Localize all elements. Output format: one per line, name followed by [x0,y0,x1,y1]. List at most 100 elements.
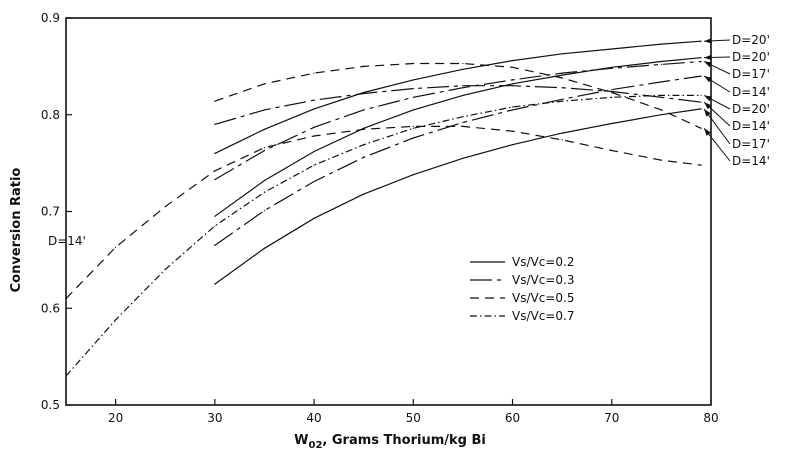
data-point [511,144,514,146]
data-point [363,91,365,94]
data-point [412,62,414,65]
data-point [412,88,414,90]
y-tick-label: 0.9 [41,11,60,25]
x-tick-label: 50 [406,411,421,425]
data-point [462,62,464,65]
x-tick-label: 60 [505,411,520,425]
curve-label: D=20' [732,50,770,64]
data-point [561,139,563,141]
data-point [313,126,315,128]
data-point [214,225,216,227]
curve-label: D=14' [732,119,770,133]
data-point [611,91,613,94]
data-point [511,85,514,87]
data-point [462,94,464,96]
data-point [363,144,365,146]
data-point [561,132,563,134]
data-point [660,43,663,45]
arrowhead [704,108,711,117]
data-point [700,108,702,110]
data-point [65,375,67,377]
data-point [462,157,464,159]
data-point [561,53,563,55]
data-point [412,125,414,127]
data-point [462,121,464,124]
data-point [263,247,266,249]
data-point [660,114,663,116]
data-point [363,128,365,130]
data-point [412,174,414,176]
data-point [214,152,216,154]
data-point [511,106,514,108]
data-point [412,109,414,111]
data-point [511,79,514,81]
y-tick-label: 0.7 [41,205,60,219]
series-line [65,125,702,300]
data-point [700,94,702,96]
data-point [611,67,613,69]
data-point [115,246,117,248]
data-point [164,206,166,208]
data-point [611,66,613,68]
data-point [363,109,365,111]
y-axis-label: Conversion Ratio [9,168,24,293]
arrowhead [704,128,711,136]
data-point [700,40,702,42]
data-point [511,60,514,62]
legend-label: Vs/Vc=0.5 [512,291,574,305]
data-point [214,215,216,217]
data-point [561,98,563,100]
data-point [313,164,315,166]
x-axis-label-sub: 02 [308,440,322,451]
data-point [700,75,702,77]
data-point [611,96,613,98]
x-tick-label: 30 [207,411,222,425]
data-point [660,96,663,98]
data-point [660,81,663,83]
curve-label: D=14' [732,154,770,168]
data-point [611,89,613,91]
data-point [263,209,266,212]
arrowhead [704,102,712,110]
data-point [660,159,663,161]
x-axis-label: W02, Grams Thorium/kg Bi [294,433,486,451]
data-point [214,100,216,102]
series-line [214,62,702,129]
y-tick-label: 0.8 [41,108,60,122]
x-tick-label: 70 [604,411,619,425]
arrowhead [704,95,712,102]
data-point [412,79,414,81]
data-point [511,109,514,111]
data-point [511,130,514,132]
data-point [263,128,266,130]
data-point [263,191,266,193]
curve-label: D=20' [732,102,770,116]
y-tick-label: 0.5 [41,398,60,412]
data-point [561,74,563,76]
data-point [561,72,563,74]
data-point [462,68,464,70]
data-point [611,48,613,50]
data-point [511,83,514,85]
y-tick-label: 0.6 [41,301,60,315]
curve-label: D=17' [732,67,770,81]
x-tick-label: 80 [703,411,718,425]
data-point [660,109,663,111]
legend-label: Vs/Vc=0.3 [512,273,574,287]
data-point [313,150,315,153]
data-point [462,116,464,118]
data-point [611,90,613,93]
data-point [561,77,563,79]
data-point [263,179,266,182]
data-point [363,65,365,67]
legend-label: Vs/Vc=0.7 [512,309,574,323]
data-point [412,137,414,139]
x-axis-label-rest: , Grams Thorium/kg Bi [322,433,485,448]
data-point [313,108,315,110]
data-point [263,109,266,111]
data-point [164,268,166,271]
data-point [561,87,563,89]
data-point [313,135,315,137]
data-point [65,298,67,300]
data-point [611,122,613,125]
